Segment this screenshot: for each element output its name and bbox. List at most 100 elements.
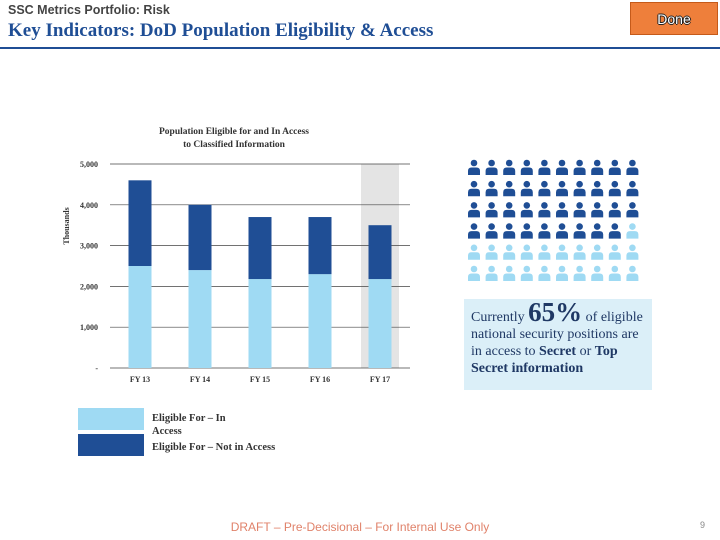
person-icon	[520, 180, 533, 197]
page-number: 9	[700, 520, 706, 530]
person-icon	[556, 223, 568, 239]
bar-not-in-access	[188, 204, 212, 271]
person-icon	[591, 244, 604, 260]
person-icon	[573, 180, 586, 197]
person-icon	[538, 159, 551, 175]
person-icon	[520, 244, 533, 260]
person-icon	[591, 159, 604, 175]
person-icon	[485, 265, 498, 281]
person-icon	[538, 223, 551, 239]
person-icon	[503, 159, 516, 175]
x-tick-label: FY 15	[250, 375, 270, 384]
chart-title-line-2: to Classified Information	[183, 140, 286, 150]
legend-label-not-in-access: Eligible For – Not in Access	[152, 442, 276, 453]
callout-top-secret: Top Secret	[471, 344, 618, 376]
person-icon	[626, 180, 639, 197]
person-icon	[485, 223, 498, 239]
person-icon	[468, 202, 480, 218]
done-button-label: Done	[657, 11, 691, 27]
page-title: Key Indicators: DoD Population Eligibili…	[8, 20, 434, 41]
person-icon	[626, 223, 639, 239]
person-icon	[608, 159, 621, 175]
person-icon	[573, 223, 586, 239]
person-icon	[503, 265, 516, 281]
person-icon	[591, 202, 604, 218]
person-icon	[520, 265, 533, 281]
legend-label-in-access: Eligible For – In Access	[152, 413, 226, 437]
y-tick-label: 1,000	[80, 323, 98, 332]
callout-percent: 65%	[528, 297, 583, 327]
person-icon	[626, 265, 639, 281]
person-icon	[573, 244, 586, 260]
person-icon	[503, 202, 516, 218]
y-tick-label: -	[95, 364, 98, 373]
person-icon	[591, 265, 604, 281]
person-icon	[538, 180, 551, 197]
legend-swatch-not-in-access	[78, 434, 144, 456]
bar-not-in-access	[248, 217, 272, 280]
person-icon	[573, 202, 586, 218]
person-icon	[485, 244, 498, 260]
callout-mid: of eligible national security positions …	[471, 310, 643, 359]
person-icon	[468, 159, 480, 175]
person-icon	[626, 244, 639, 260]
bar-not-in-access	[308, 217, 332, 275]
callout-prefix: Currently	[471, 310, 525, 325]
bar-in-access	[248, 279, 272, 368]
bar-not-in-access	[128, 180, 152, 266]
person-icon	[485, 180, 498, 197]
y-tick-label: 2,000	[80, 282, 98, 291]
person-icon	[556, 265, 568, 281]
person-icon	[556, 202, 568, 218]
bar-in-access	[308, 274, 332, 368]
person-icon	[468, 265, 480, 281]
draft-footer: DRAFT – Pre-Decisional – For Internal Us…	[230, 520, 490, 534]
person-icon	[468, 244, 480, 260]
person-icon	[608, 180, 621, 197]
highlight-band	[361, 164, 399, 368]
person-icon	[608, 265, 621, 281]
callout-or: or	[579, 344, 592, 359]
person-icon	[520, 202, 533, 218]
person-icon	[608, 244, 621, 260]
person-icon	[608, 202, 621, 218]
callout-box	[464, 299, 652, 390]
bar-in-access	[188, 270, 212, 368]
person-icon	[503, 223, 516, 239]
person-icon	[608, 223, 621, 239]
bar-in-access	[368, 279, 392, 368]
person-icon	[468, 180, 480, 197]
legend-swatch-in-access	[78, 408, 144, 430]
person-icon	[485, 202, 498, 218]
person-icon	[556, 180, 568, 197]
slide-header: SSC Metrics Portfolio: Risk Key Indicato…	[0, 0, 720, 46]
title-divider	[0, 47, 720, 49]
portfolio-supertitle: SSC Metrics Portfolio: Risk	[8, 3, 170, 17]
callout-information: information	[511, 361, 584, 376]
person-icon	[573, 265, 586, 281]
person-icon	[503, 180, 516, 197]
y-tick-label: 3,000	[80, 242, 98, 251]
person-icon	[556, 159, 568, 175]
person-icon	[520, 223, 533, 239]
chart-title-line-1: Population Eligible for and In Access	[159, 127, 309, 137]
y-axis-label: Thousands	[62, 207, 71, 244]
person-icon	[626, 159, 639, 175]
person-icon	[468, 223, 480, 239]
callout-secret: Secret	[539, 344, 577, 359]
person-icon	[573, 159, 586, 175]
y-tick-label: 4,000	[80, 201, 98, 210]
person-icon	[538, 265, 551, 281]
x-tick-label: FY 17	[370, 375, 390, 384]
person-icon	[538, 202, 551, 218]
person-icon	[591, 180, 604, 197]
person-icon	[591, 223, 604, 239]
person-icon	[520, 159, 533, 175]
callout-text: Currently 65% of eligible national secur…	[471, 299, 651, 377]
done-button[interactable]: Done	[630, 2, 718, 35]
person-icon	[626, 202, 639, 218]
person-icon	[503, 244, 516, 260]
bar-in-access	[128, 266, 152, 368]
person-icon	[556, 244, 568, 260]
